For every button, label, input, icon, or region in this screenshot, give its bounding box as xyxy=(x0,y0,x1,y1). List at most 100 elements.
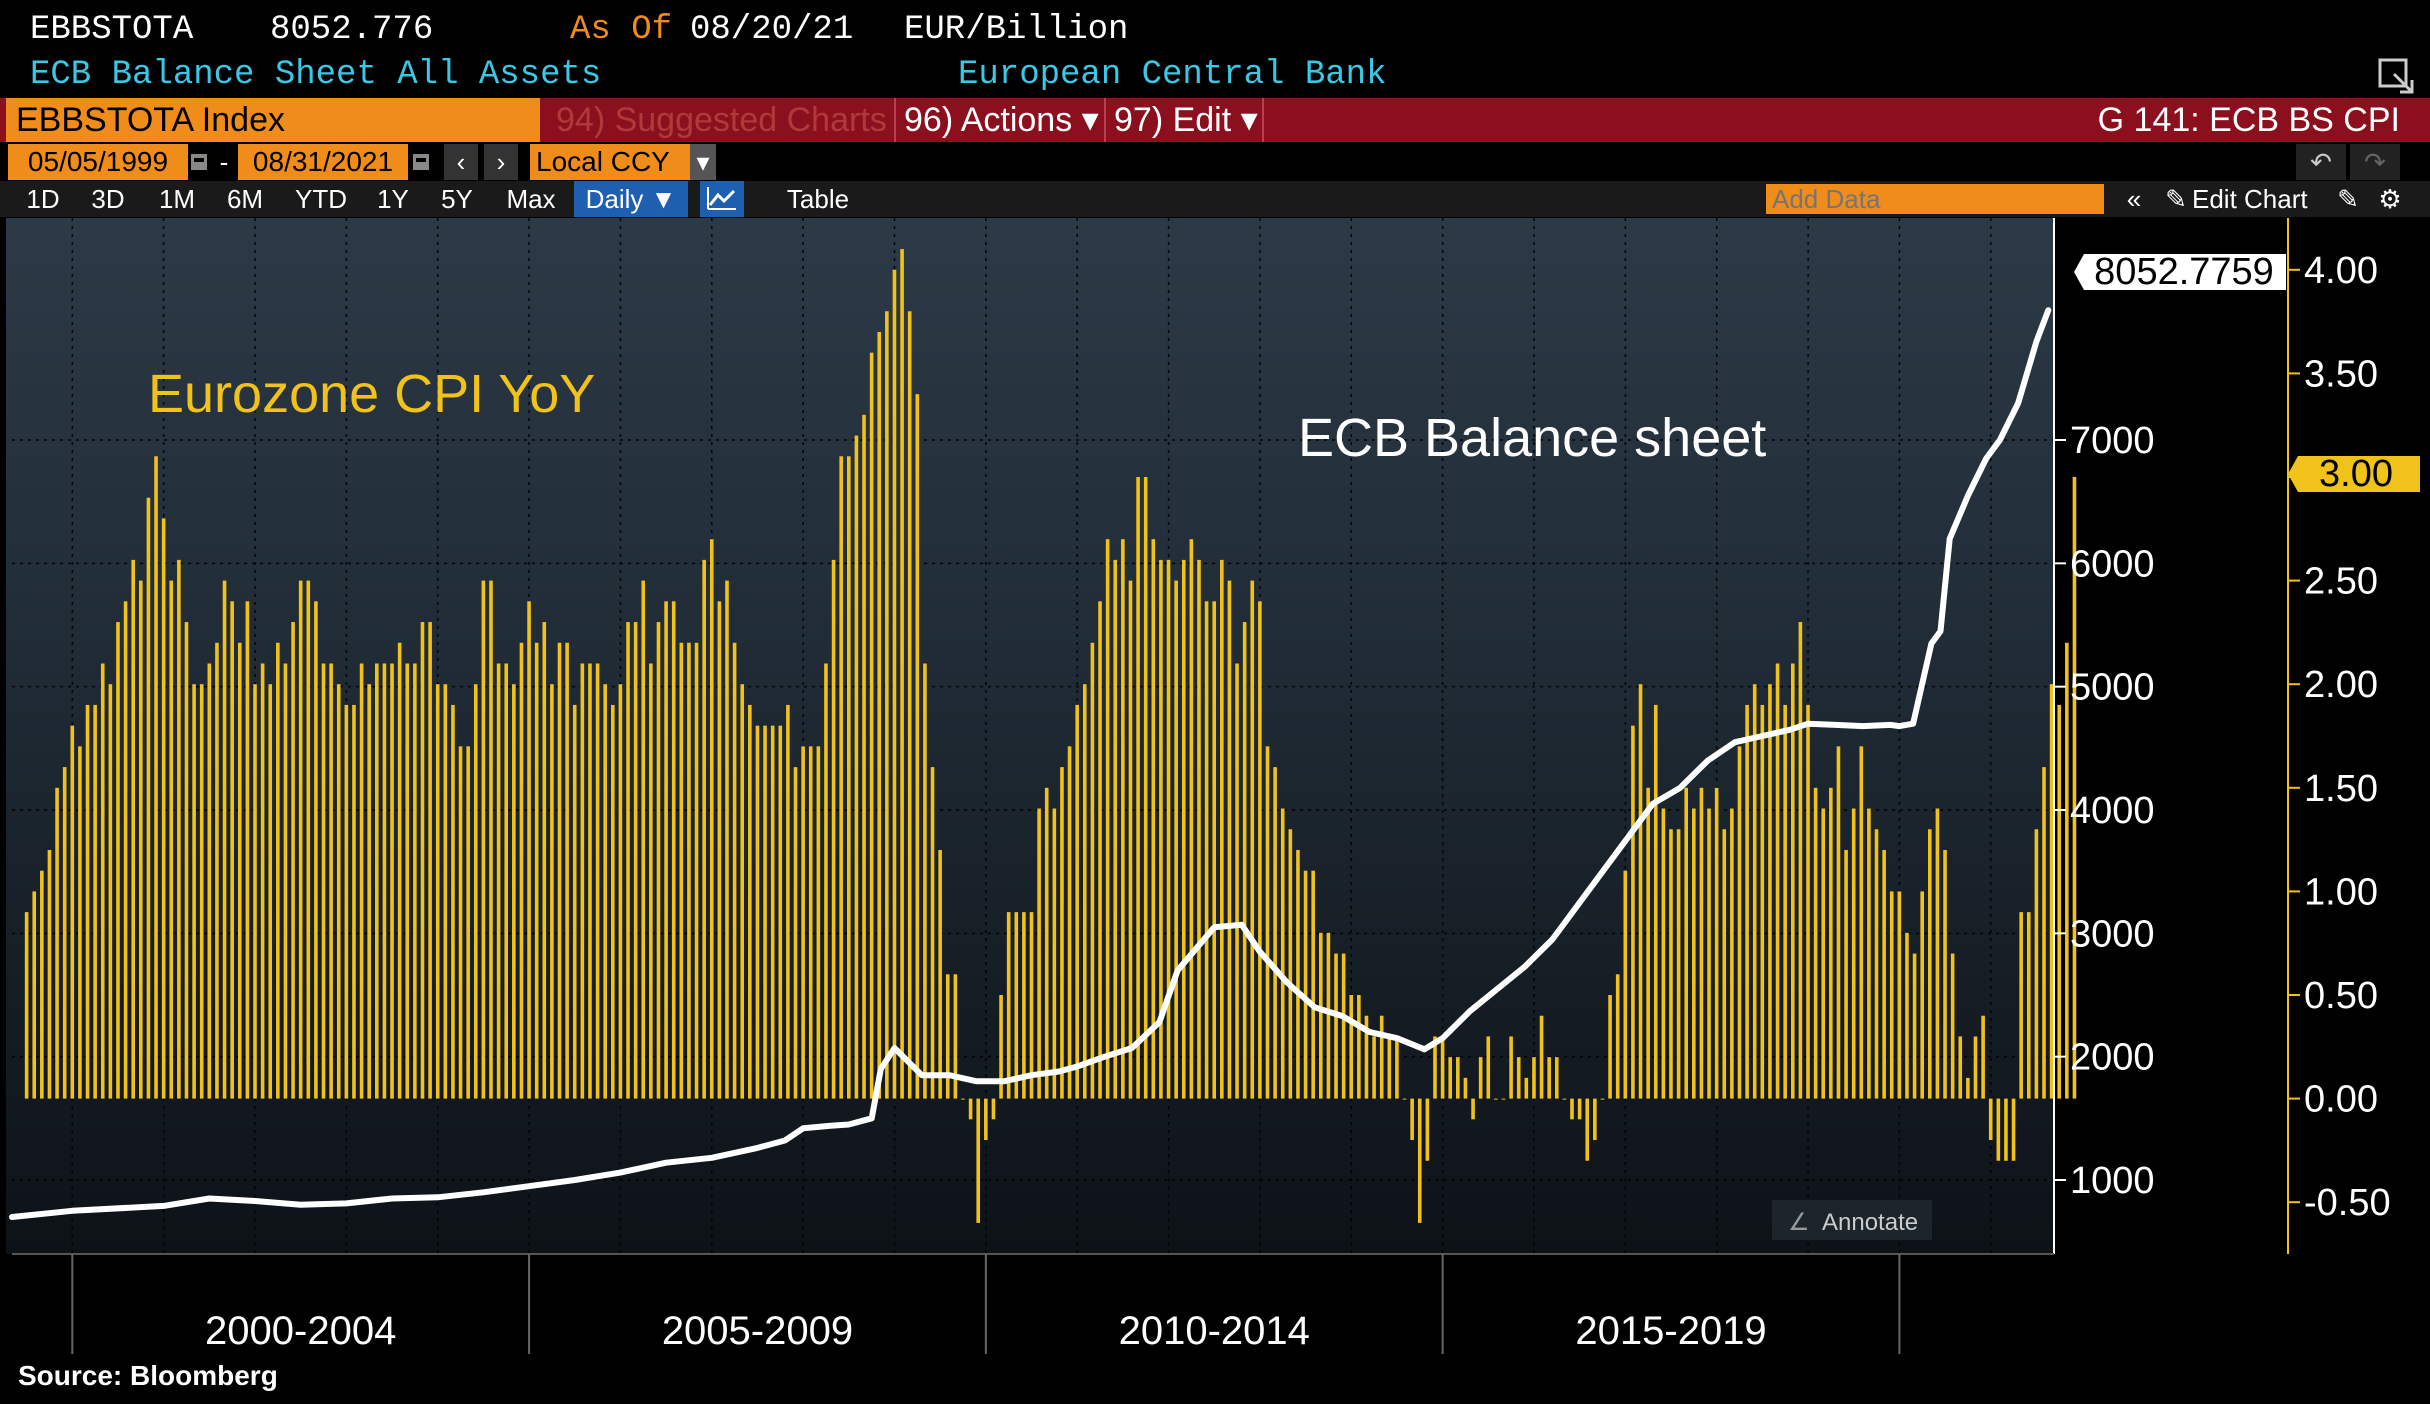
cpi-bar xyxy=(146,497,151,1099)
cpi-bar xyxy=(938,849,942,1099)
cpi-bar xyxy=(276,642,280,1099)
cpi-bar xyxy=(1813,787,1818,1099)
cpi-bar xyxy=(24,912,29,1099)
pencil-icon[interactable]: ✎ xyxy=(2165,184,2187,214)
cpi-bar xyxy=(649,663,653,1099)
period-button-1d[interactable]: 1D xyxy=(26,184,60,214)
cpi-bar xyxy=(70,725,75,1099)
line-chart-icon[interactable] xyxy=(700,181,744,217)
actions-menu[interactable]: 96) Actions ▾ xyxy=(894,98,1099,142)
period-button-ytd[interactable]: YTD xyxy=(295,184,347,214)
cpi-bar xyxy=(1296,849,1300,1099)
annotate-button[interactable]: ∠ Annotate xyxy=(1772,1200,1932,1240)
period-button-3d[interactable]: 3D xyxy=(91,184,125,214)
prev-period-icon[interactable]: ‹ xyxy=(444,144,478,180)
cpi-bar xyxy=(344,704,349,1099)
cpi-bar xyxy=(1859,746,1864,1099)
cpi-bar xyxy=(40,870,44,1099)
x-axis-label: 2015-2019 xyxy=(1575,1309,1766,1353)
cpi-bar xyxy=(1303,870,1308,1099)
currency-select[interactable]: Local CCY xyxy=(530,144,690,180)
cpi-bar xyxy=(428,622,432,1099)
cpi-bar xyxy=(375,663,379,1099)
cpi-bar xyxy=(1189,539,1194,1099)
cpi-bar xyxy=(2042,767,2046,1099)
cpi-bar xyxy=(1577,1098,1582,1120)
cpi-bar xyxy=(367,684,371,1099)
cpi-bar xyxy=(1882,849,1886,1099)
cpi-bar xyxy=(664,601,668,1099)
cpi-bar xyxy=(1585,1098,1590,1161)
cpi-bar xyxy=(1456,1057,1460,1099)
cpi-bar xyxy=(1935,808,1940,1099)
cpi-bar xyxy=(1554,1057,1559,1099)
cpi-bar xyxy=(1950,953,1955,1099)
add-data-input[interactable] xyxy=(1766,184,2104,214)
cpi-last-value: 3.00 xyxy=(2319,453,2393,495)
cpi-bar xyxy=(1181,559,1186,1099)
undo-icon[interactable]: ↶ xyxy=(2296,144,2346,180)
cpi-bar xyxy=(968,1098,973,1120)
cpi-annotation: Eurozone CPI YoY xyxy=(148,364,595,424)
currency-dropdown-icon[interactable]: ▾ xyxy=(690,144,716,180)
period-button-1m[interactable]: 1M xyxy=(158,184,196,214)
cpi-bar xyxy=(923,663,927,1099)
cpi-bar xyxy=(1136,477,1140,1099)
cpi-bar xyxy=(542,622,547,1099)
redo-icon[interactable]: ↷ xyxy=(2350,144,2400,180)
cpi-bar xyxy=(534,642,539,1099)
cpi-bar xyxy=(1570,1098,1574,1120)
edit-chart-button[interactable]: Edit Chart xyxy=(2192,184,2308,214)
as-of-date: 08/20/21 xyxy=(690,11,854,49)
cpi-bar xyxy=(496,663,501,1099)
edit-settings-icon[interactable]: ✎ xyxy=(2337,184,2359,214)
period-button-max[interactable]: Max xyxy=(506,184,556,214)
cpi-bar xyxy=(831,559,836,1099)
end-calendar-icon[interactable] xyxy=(410,144,432,180)
cpi-bar xyxy=(717,601,722,1099)
popout-icon[interactable] xyxy=(2376,56,2416,96)
security-field[interactable]: EBBSTOTA Index xyxy=(6,98,540,142)
cpi-bar xyxy=(215,642,219,1099)
cpi-bar xyxy=(336,684,341,1099)
cpi-bar xyxy=(618,684,623,1099)
cpi-bar xyxy=(435,684,440,1099)
cpi-bar xyxy=(100,663,105,1099)
cpi-bar xyxy=(1402,1098,1407,1100)
next-period-icon[interactable]: › xyxy=(484,144,518,180)
period-button-6m[interactable]: 6M xyxy=(226,184,264,214)
gear-icon[interactable]: ⚙ xyxy=(2378,184,2402,214)
cpi-bar xyxy=(291,622,295,1099)
period-button-5y[interactable]: 5Y xyxy=(441,184,473,214)
cpi-bar xyxy=(2019,912,2023,1099)
cpi-bar xyxy=(801,746,805,1099)
cpi-bar xyxy=(991,1098,996,1120)
cpi-bar xyxy=(1357,995,1361,1099)
cpi-bar xyxy=(1006,912,1011,1099)
edit-menu[interactable]: 97) Edit ▾ xyxy=(1104,98,1264,142)
x-axis-label: 2000-2004 xyxy=(205,1309,396,1353)
cpi-bar xyxy=(207,663,212,1099)
cpi-bar xyxy=(671,601,676,1099)
cpi-bar xyxy=(55,787,59,1099)
cpi-bar xyxy=(945,974,950,1099)
table-button[interactable]: Table xyxy=(786,184,850,214)
cpi-bar xyxy=(1730,808,1734,1099)
cpi-bar xyxy=(237,642,242,1099)
cpi-bar xyxy=(961,1098,965,1100)
start-date-field[interactable]: 05/05/1999 xyxy=(8,144,188,180)
left-axis-tick-label: 7000 xyxy=(2070,420,2155,462)
cpi-bar xyxy=(694,642,699,1099)
frequency-select[interactable]: Daily ▼ xyxy=(574,181,688,217)
cpi-bar xyxy=(1920,891,1924,1099)
suggested-charts-button[interactable]: 94) Suggested Charts xyxy=(556,101,887,139)
start-calendar-icon[interactable] xyxy=(188,144,210,180)
cpi-bar xyxy=(679,642,684,1099)
cpi-bar xyxy=(1722,829,1727,1099)
end-date-field[interactable]: 08/31/2021 xyxy=(238,144,408,180)
cpi-bar xyxy=(1494,1098,1498,1100)
cpi-bar xyxy=(489,580,493,1099)
cpi-bar xyxy=(1707,808,1711,1099)
period-button-1y[interactable]: 1Y xyxy=(377,184,409,214)
collapse-icon[interactable]: « xyxy=(2126,184,2142,214)
